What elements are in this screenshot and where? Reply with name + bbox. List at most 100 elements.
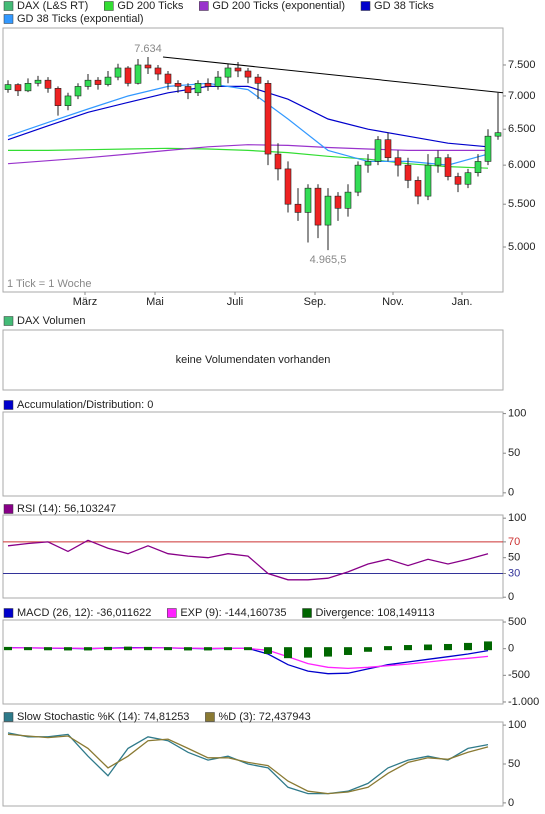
candle-body [34, 79, 42, 84]
candle-body [254, 76, 262, 84]
candle-body [204, 83, 212, 87]
candle-body [14, 84, 22, 92]
candle-body [24, 83, 32, 92]
divergence-bar [344, 647, 352, 655]
y-tick-label: 100 [508, 512, 526, 524]
candle-body [474, 161, 482, 173]
panel-frame [2, 721, 504, 807]
candle-body [394, 157, 402, 166]
candle-body [194, 83, 202, 94]
y-tick-label: 6.500 [508, 123, 536, 135]
legend-label: GD 38 Ticks (exponential) [17, 13, 144, 25]
candle-body [454, 176, 462, 185]
legend-swatch [302, 608, 312, 618]
legend-swatch [199, 1, 209, 11]
candle-body [274, 153, 282, 170]
divergence-bar [224, 647, 232, 651]
y-tick-label: 6.000 [508, 159, 536, 171]
note: 1 Tick = 1 Woche [7, 278, 91, 290]
candle-body [364, 161, 372, 166]
divergence-bar [204, 647, 212, 651]
annotation: 4.965,5 [310, 254, 347, 266]
candle-body [74, 86, 82, 97]
legend-swatch [167, 608, 177, 618]
moving-average-line [7, 144, 488, 165]
candle-body [324, 195, 332, 226]
y-tick-label: 500 [508, 616, 526, 628]
candle-body [44, 79, 52, 89]
y-tick-label: 70 [508, 536, 520, 548]
y-tick-label: 100 [508, 407, 526, 419]
candle-body [384, 139, 392, 159]
y-tick-label: 0 [508, 591, 514, 603]
divergence-bar [24, 647, 32, 651]
indicator-line [7, 732, 489, 795]
y-tick-label: 100 [508, 719, 526, 731]
candle-body [404, 164, 412, 181]
candle-body [174, 83, 182, 87]
candle-body [164, 73, 172, 84]
divergence-bar [264, 647, 272, 654]
legend-swatch [3, 712, 14, 722]
panel-frame [2, 27, 504, 293]
legend-swatch [3, 608, 14, 618]
candle-body [484, 135, 492, 162]
divergence-bar [404, 645, 412, 651]
divergence-bar [244, 647, 252, 651]
candle-body [184, 86, 192, 94]
divergence-bar [484, 641, 492, 651]
y-tick-label: 0 [508, 487, 514, 499]
legend-swatch [360, 1, 371, 11]
y-tick-label: 0 [508, 643, 514, 655]
candle-body [464, 172, 472, 185]
candle-body [94, 79, 102, 85]
divergence-bar [304, 647, 312, 658]
divergence-bar [464, 642, 472, 651]
legend-label: DAX Volumen [17, 315, 85, 327]
legend-label: Accumulation/Distribution: 0 [17, 399, 153, 411]
candle-body [294, 203, 302, 213]
divergence-bar [424, 644, 432, 651]
divergence-bar [444, 643, 452, 651]
candle-body [4, 84, 12, 90]
y-tick-label: 50 [508, 552, 520, 564]
legend-label: Slow Stochastic %K (14): 74,81253 [17, 711, 189, 723]
y-tick-label: 50 [508, 447, 520, 459]
legend-label: GD 38 Ticks [374, 0, 434, 12]
candle-body [374, 139, 382, 162]
candle-body [134, 64, 142, 84]
legend-label: MACD (26, 12): -36,011622 [17, 607, 151, 619]
annotation: 7.634 [134, 43, 162, 55]
candle-body [334, 195, 342, 209]
panel-frame [2, 329, 504, 391]
candle-body [224, 67, 232, 78]
divergence-bar [84, 647, 92, 651]
y-tick-label: -1.000 [508, 696, 539, 708]
candle-body [414, 180, 422, 197]
x-tick-label: Sep. [304, 296, 327, 308]
divergence-bar [4, 646, 12, 651]
candle-body [354, 164, 362, 193]
candle-body [64, 95, 72, 106]
legend-label: GD 200 Ticks (exponential) [212, 0, 345, 12]
candle-body [214, 76, 222, 87]
legend-swatch [205, 712, 215, 722]
panel-frame [2, 514, 504, 599]
trendline [162, 56, 504, 94]
divergence-bar [164, 647, 172, 651]
candle-body [234, 67, 242, 72]
candle-body [284, 168, 292, 205]
panel-frame [2, 411, 504, 497]
divergence-bar [144, 646, 152, 651]
indicator-line [7, 733, 489, 795]
x-tick-label: März [73, 296, 97, 308]
candle-body [124, 67, 132, 84]
candle-body [144, 64, 152, 69]
no-data-message: keine Volumendaten vorhanden [176, 354, 331, 366]
divergence-bar [284, 647, 292, 659]
legend-swatch [3, 14, 14, 24]
candle-body [344, 191, 352, 209]
divergence-bar [184, 647, 192, 651]
y-tick-label: 7.000 [508, 90, 536, 102]
